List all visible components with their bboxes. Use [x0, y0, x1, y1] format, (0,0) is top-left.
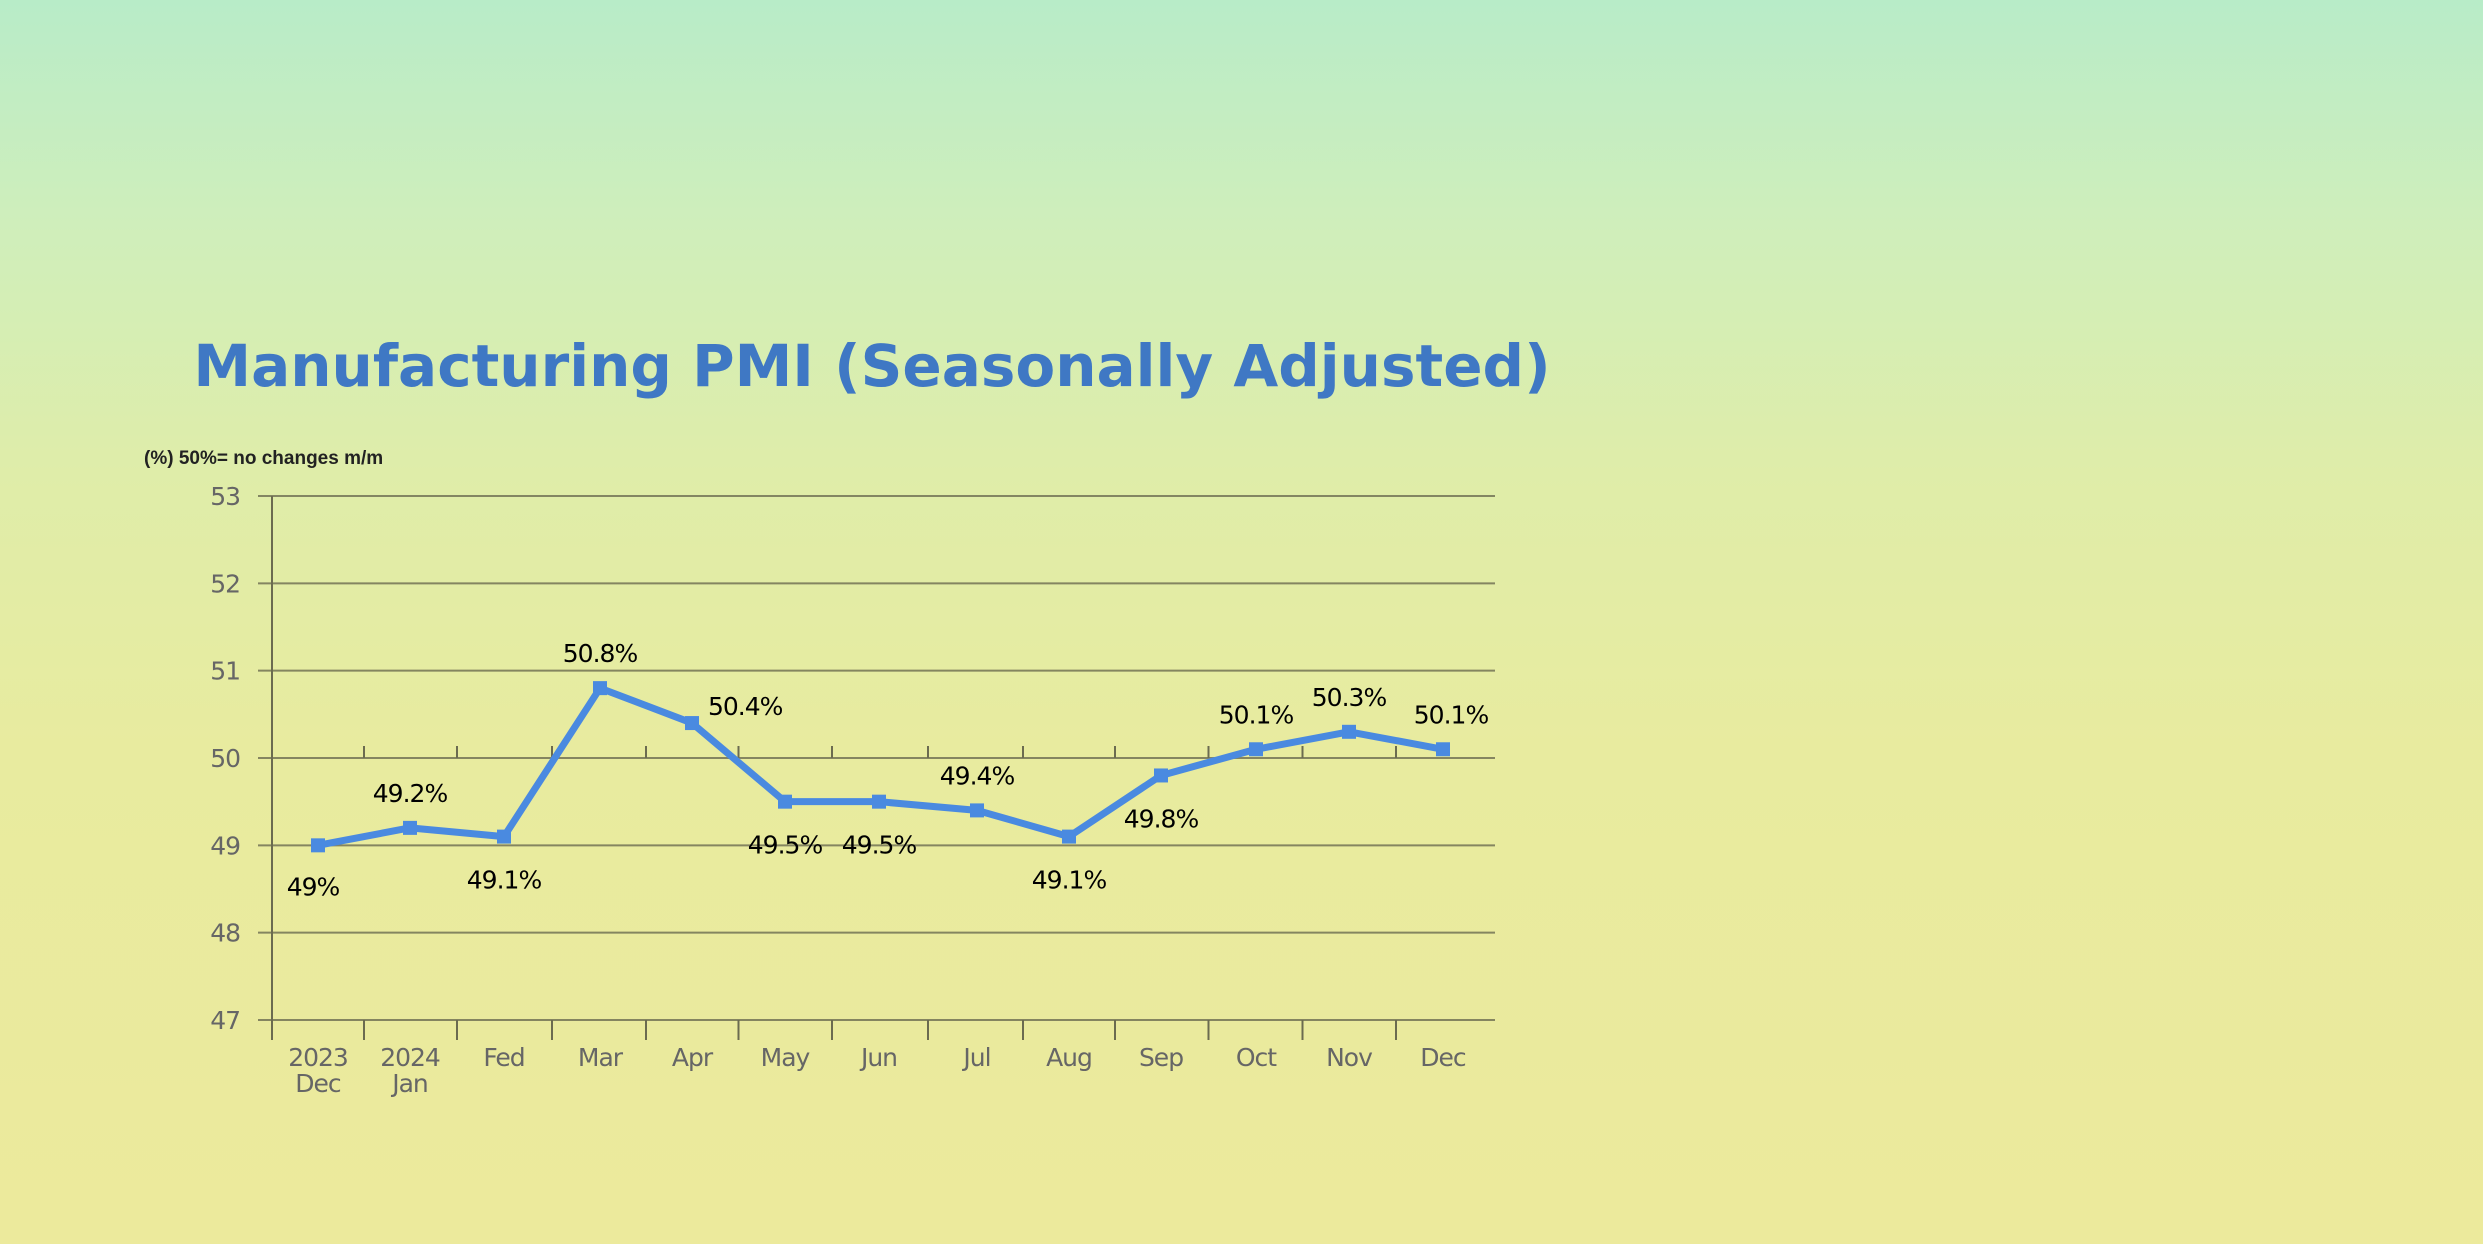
data-point-marker: [685, 716, 699, 731]
data-label: 50.8%: [563, 639, 638, 668]
x-tick-label: Oct: [1236, 1043, 1277, 1072]
data-point-marker: [1154, 768, 1168, 783]
data-point-marker: [497, 829, 511, 844]
y-tick-label: 47: [210, 1006, 240, 1035]
data-point-marker: [970, 803, 984, 818]
data-point-marker: [1249, 742, 1263, 757]
data-point-marker: [403, 820, 417, 835]
data-label: 49.5%: [842, 831, 917, 860]
x-tick-label: Jun: [859, 1043, 897, 1072]
data-label: 49.1%: [467, 866, 542, 895]
y-axis-label: (%) 50%= no changes m/m: [144, 448, 383, 469]
data-label: 49%: [287, 872, 340, 901]
x-tick-label: 2023: [288, 1043, 348, 1072]
gridlines: [258, 495, 1495, 1021]
data-label: 50.1%: [1414, 700, 1489, 729]
x-tick-label: Dec: [295, 1069, 341, 1098]
x-tick-label: Jan: [390, 1069, 428, 1098]
data-point-marker: [872, 794, 886, 809]
data-label: 49.8%: [1124, 804, 1199, 833]
data-label: 50.3%: [1312, 683, 1387, 712]
axes: [271, 496, 1397, 1040]
data-point-marker: [1342, 724, 1356, 739]
x-tick-label: Apr: [672, 1043, 714, 1072]
data-label: 49.4%: [940, 761, 1015, 790]
x-tick-label: May: [761, 1043, 811, 1072]
x-tick-label: Mar: [578, 1043, 624, 1072]
x-tick-label: 2024: [380, 1043, 440, 1072]
data-label: 49.5%: [748, 831, 823, 860]
data-label: 49.1%: [1032, 866, 1107, 895]
data-point-marker: [311, 838, 325, 853]
y-tick-label: 49: [210, 831, 240, 860]
data-point-marker: [1062, 829, 1076, 844]
series-line: [311, 681, 1450, 853]
y-tick-label: 50: [210, 744, 240, 773]
y-tick-label: 53: [210, 482, 240, 511]
x-tick-label: Aug: [1046, 1043, 1092, 1072]
data-point-marker: [593, 681, 607, 696]
x-tick-label: Sep: [1139, 1043, 1183, 1072]
y-tick-label: 52: [210, 569, 240, 598]
data-label: 50.4%: [708, 692, 783, 721]
chart-title: Manufacturing PMI (Seasonally Adjusted): [193, 332, 1550, 400]
x-tick-label: Jul: [961, 1043, 990, 1072]
y-tick-label: 48: [210, 919, 240, 948]
data-labels: 49% 49.2% 49.1% 50.8% 50.4% 49.5% 49.5% 49.4% 49…: [287, 639, 1490, 901]
x-tick-label: Dec: [1420, 1043, 1466, 1072]
data-point-marker: [1436, 742, 1450, 757]
data-label: 50.1%: [1219, 700, 1294, 729]
x-tick-label: Fed: [483, 1043, 524, 1072]
y-tick-label: 51: [210, 657, 240, 686]
y-tick-labels: 47 48 49 50 51 52 53: [210, 482, 241, 1035]
data-point-marker: [778, 794, 792, 809]
data-label: 49.2%: [373, 779, 448, 808]
x-tick-label: Nov: [1326, 1043, 1373, 1072]
